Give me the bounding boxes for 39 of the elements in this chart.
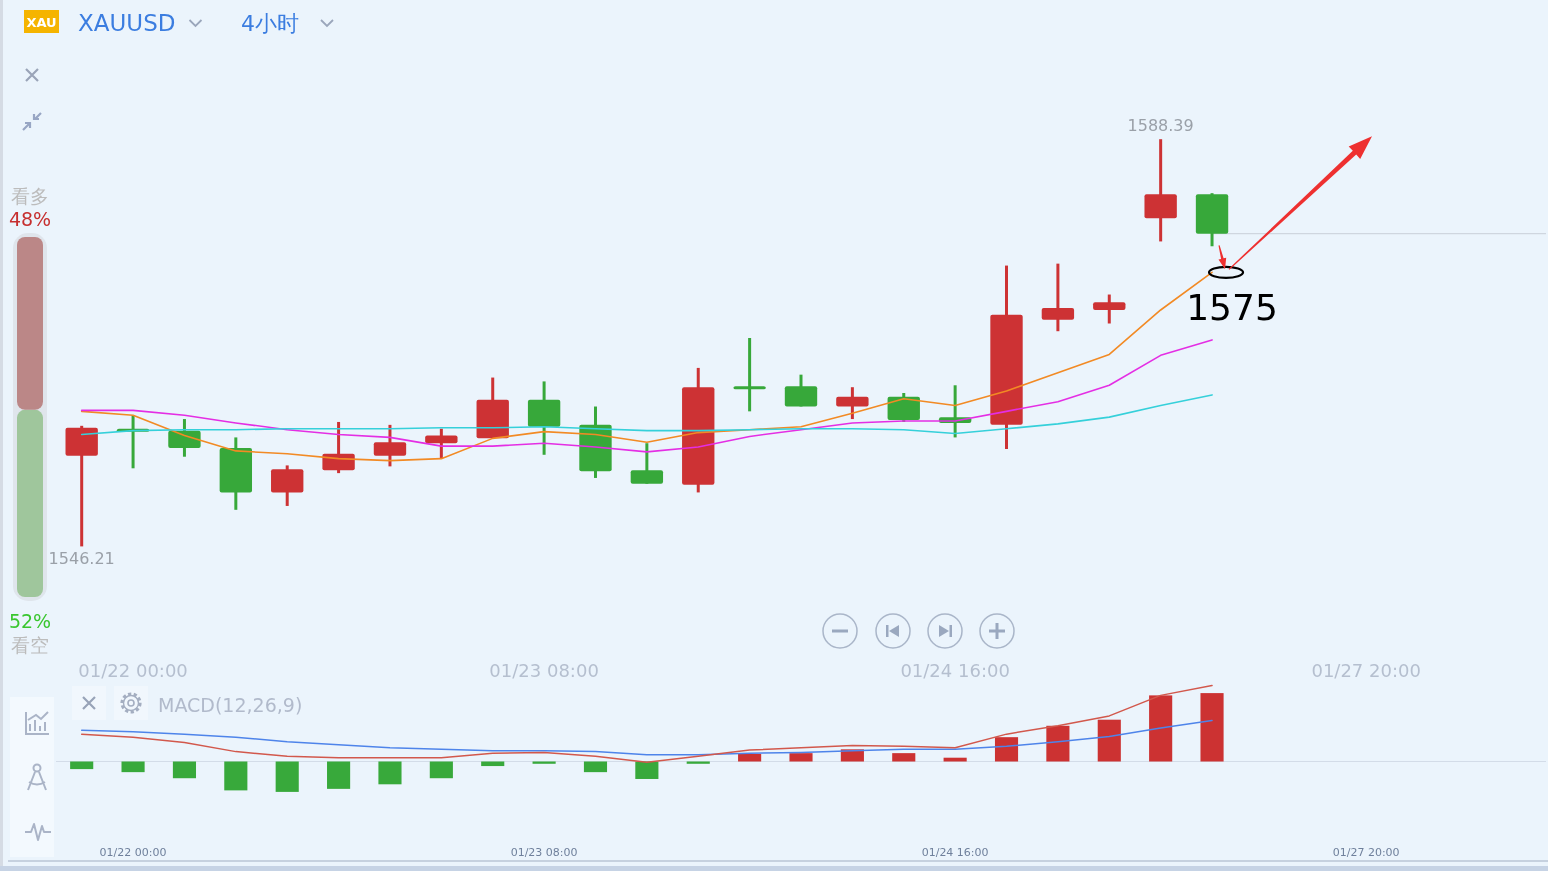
series-label: 看多	[11, 185, 49, 207]
chart-title: XAUUSD	[78, 10, 176, 36]
candlestick	[1041, 263, 1075, 333]
bar	[70, 761, 94, 770]
chart-subtitle: 4小时	[241, 11, 299, 36]
bar	[1200, 693, 1224, 762]
bar	[789, 753, 813, 762]
x-tick-label: 01/23 08:00	[510, 846, 578, 859]
bar	[943, 757, 967, 762]
series-label: 看空	[11, 634, 49, 656]
bar	[224, 761, 248, 791]
x-tick-label: 01/22 00:00	[99, 846, 167, 859]
annotation: 1575	[1186, 287, 1278, 329]
bar	[327, 761, 351, 789]
bar	[1149, 695, 1173, 762]
bar	[738, 753, 762, 762]
x-tick-label: 01/27 20:00	[1332, 846, 1400, 859]
text: 1546.21	[48, 549, 115, 569]
candlestick	[425, 428, 458, 459]
text: 1588.39	[1127, 116, 1194, 136]
bar	[378, 761, 402, 785]
bar	[583, 761, 608, 773]
bar	[1046, 725, 1070, 762]
bar	[275, 761, 299, 792]
bar	[892, 753, 916, 762]
text: MACD(12,26,9)	[158, 694, 303, 716]
bar	[635, 761, 659, 779]
candlestick	[836, 387, 869, 421]
bar	[172, 761, 197, 779]
bar	[994, 737, 1019, 762]
data-label: 48%	[8, 208, 52, 230]
bar	[121, 761, 145, 773]
data-label: 52%	[8, 610, 52, 632]
text: XAU	[26, 15, 57, 30]
x-tick-label: 01/24 16:00	[921, 846, 989, 859]
candlestick	[1093, 294, 1126, 324]
bar	[429, 761, 453, 779]
candlestick	[733, 337, 766, 412]
bar	[1097, 719, 1121, 762]
